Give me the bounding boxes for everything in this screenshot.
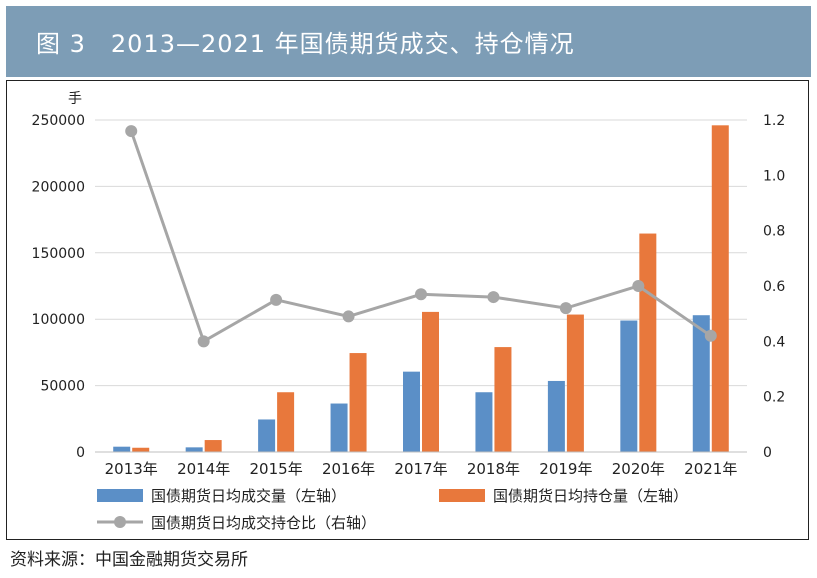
y-right-tick-label: 0.2 [763,390,785,406]
ratio-point [125,125,138,138]
ratio-point [270,293,283,306]
y-left-tick-label: 250000 [32,113,85,129]
bar-volume [185,447,203,452]
figure-title: 图 3 2013—2021 年国债期货成交、持仓情况 [36,30,575,58]
bar-open-interest [349,353,367,452]
chart-frame: 0 50000 100000 150000 200000 250000 0 0.2 0.4 0.6… [6,80,809,540]
x-tick-label: 2018年 [467,460,520,478]
y-right-tick-label: 1.2 [763,113,785,129]
y-right-tick-label: 0.8 [763,224,785,240]
bar-open-interest [277,392,295,452]
bar-open-interest [494,347,512,452]
x-tick-label: 2019年 [539,460,592,478]
x-tick-label: 2013年 [105,460,158,478]
y-left-tick-label: 200000 [32,179,85,195]
y-right-tick-label: 1.0 [763,168,785,184]
x-tick-label: 2014年 [177,460,230,478]
legend-label: 国债期货日均成交量（左轴） [151,487,346,505]
y-left-unit-label: 手 [68,91,82,107]
bar-volume [620,320,638,452]
bar-open-interest [711,125,729,452]
bar-volume [475,392,493,452]
bar-volume [692,315,710,452]
source-note: 资料来源：中国金融期货交易所 [10,550,248,570]
y-left-tick-label: 150000 [32,246,85,262]
y-left-tick-label: 0 [76,445,85,461]
y-right-tick-label: 0.6 [763,279,785,295]
legend-marker [114,516,126,528]
bar-open-interest [639,233,657,452]
y-left-tick-label: 100000 [32,312,85,328]
ratio-point [342,310,355,323]
bar-volume [547,380,565,452]
x-tick-label: 2016年 [322,460,375,478]
bar-open-interest [204,440,222,452]
ratio-point [415,288,427,301]
ratio-point [487,291,500,304]
bar-open-interest [132,447,150,452]
ratio-point [632,280,645,292]
legend-swatch [439,489,485,502]
ratio-line [129,130,712,344]
bar-volume [113,446,131,452]
legend-label: 国债期货日均持仓量（左轴） [493,487,688,505]
x-tick-label: 2020年 [612,460,665,478]
y-right-tick-label: 0 [763,445,772,461]
x-tick-label: 2015年 [250,460,303,478]
legend-swatch [97,489,143,502]
bar-volume [258,419,276,452]
ratio-point [197,335,210,348]
combo-chart: 0 50000 100000 150000 200000 250000 0 0.2 0.4 0.6… [32,91,786,532]
bar-open-interest [422,311,439,452]
legend-label: 国债期货日均成交持仓比（右轴） [151,514,376,532]
x-tick-label: 2017年 [394,460,447,478]
figure-header: 图 3 2013—2021 年国债期货成交、持仓情况 [6,6,811,77]
bar-volume [330,403,348,452]
x-tick-label: 2021年 [684,460,737,478]
bar-volume [403,371,420,452]
y-left-tick-label: 50000 [40,379,85,395]
bar-open-interest [566,314,584,452]
ratio-point [704,329,717,342]
y-right-tick-label: 0.4 [763,334,785,350]
ratio-point [559,302,572,315]
